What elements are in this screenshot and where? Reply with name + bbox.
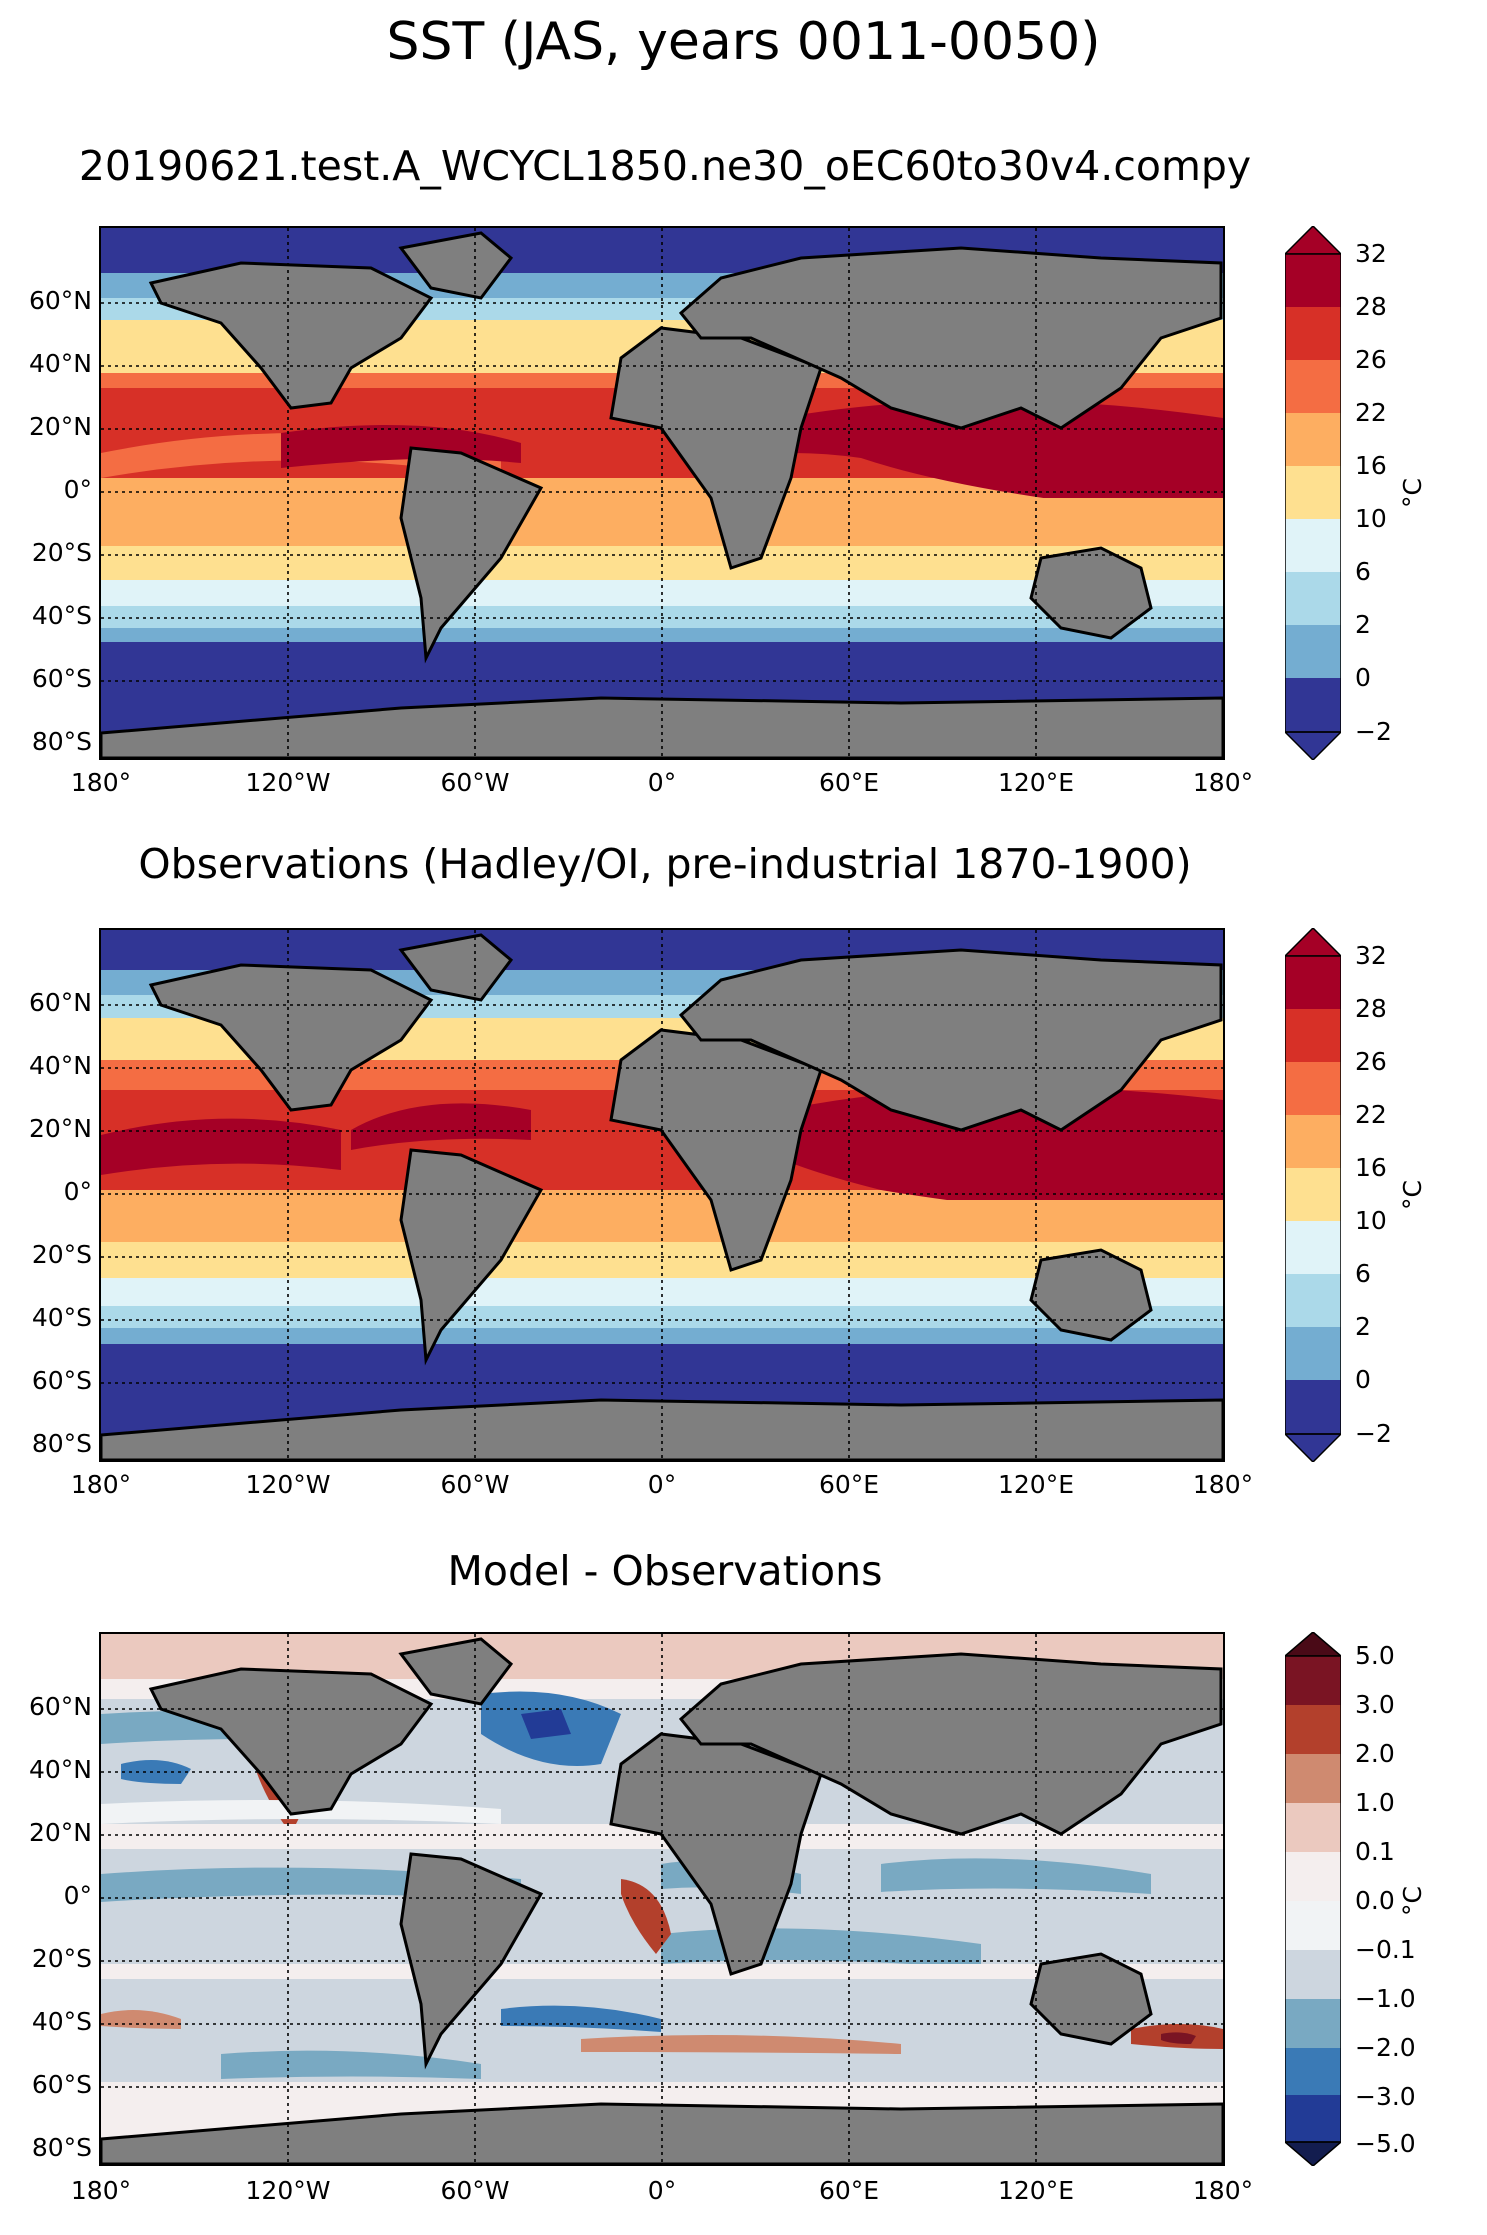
lon-tick-label: 0° — [647, 1470, 677, 1499]
lat-tick-label: 40°S — [31, 601, 92, 630]
lat-tick-label: 40°N — [28, 1755, 92, 1784]
colorbar-tick: 16 — [1355, 1153, 1387, 1182]
lat-tick-label: 20°S — [31, 1944, 92, 1973]
lat-tick-label: 60°N — [28, 1692, 92, 1721]
lon-tick-label: 0° — [647, 768, 677, 797]
lon-tick-label: 180° — [1192, 768, 1254, 797]
colorbar-unit: °C — [1397, 1886, 1427, 1916]
sst-contour-map — [101, 228, 1223, 758]
lat-tick-label: 20°N — [28, 412, 92, 441]
colorbar-tick: 0 — [1355, 663, 1371, 692]
lon-tick-label: 120°E — [997, 768, 1074, 797]
colorbar-tick: 5.0 — [1355, 1641, 1395, 1670]
colorbar-tick: 0.1 — [1355, 1837, 1395, 1866]
colorbar-tick: 6 — [1355, 1259, 1371, 1288]
lat-tick-label: 40°N — [28, 349, 92, 378]
lat-tick-label: 60°S — [31, 664, 92, 693]
lat-tick-label: 20°N — [28, 1114, 92, 1143]
map-model-sst — [99, 226, 1225, 760]
panel-title: Observations (Hadley/OI, pre-industrial … — [138, 840, 1192, 888]
lon-tick-label: 0° — [647, 2176, 677, 2205]
lon-tick-label: 60°E — [818, 1470, 880, 1499]
lon-tick-label: 60°W — [440, 2176, 510, 2205]
lon-tick-label: 120°W — [245, 1470, 331, 1499]
lon-tick-label: 120°W — [245, 768, 331, 797]
lat-tick-label: 40°S — [31, 2007, 92, 2036]
colorbar-tick: 28 — [1355, 994, 1387, 1023]
colorbar-unit: °C — [1397, 1180, 1427, 1210]
colorbar-tick: −2 — [1355, 1419, 1392, 1448]
lat-tick-label: 60°S — [31, 2070, 92, 2099]
sst-difference-map — [101, 1634, 1223, 2164]
lat-tick-label: 20°S — [31, 538, 92, 567]
colorbar-tick: 10 — [1355, 504, 1387, 533]
colorbar-tick: 10 — [1355, 1206, 1387, 1235]
colorbar-tick: 3.0 — [1355, 1690, 1395, 1719]
colorbar-tick: 6 — [1355, 557, 1371, 586]
lat-tick-label: 0° — [63, 1881, 92, 1910]
lat-tick-label: 80°S — [31, 1429, 92, 1458]
lat-tick-label: 80°S — [31, 2133, 92, 2162]
panel-title: 20190621.test.A_WCYCL1850.ne30_oEC60to30… — [78, 142, 1252, 190]
lat-tick-label: 20°N — [28, 1818, 92, 1847]
colorbar-tick: −2 — [1355, 717, 1392, 746]
lat-tick-label: 40°S — [31, 1303, 92, 1332]
lon-tick-label: 120°E — [997, 2176, 1074, 2205]
panel-title: Model - Observations — [447, 1547, 883, 1595]
lat-tick-label: 60°S — [31, 1366, 92, 1395]
lon-tick-label: 180° — [70, 2176, 132, 2205]
colorbar-tick: 26 — [1355, 345, 1387, 374]
map-observations-sst — [99, 928, 1225, 1462]
lat-tick-label: 60°N — [28, 988, 92, 1017]
lon-tick-label: 180° — [70, 768, 132, 797]
colorbar-tick: 1.0 — [1355, 1788, 1395, 1817]
colorbar — [1282, 1631, 1344, 2167]
lat-tick-label: 0° — [63, 1177, 92, 1206]
figure-title: SST (JAS, years 0011-0050) — [386, 12, 1101, 72]
colorbar-tick: −5.0 — [1355, 2129, 1416, 2158]
colorbar-tick: 32 — [1355, 239, 1387, 268]
colorbar-tick: 22 — [1355, 1100, 1387, 1129]
lon-tick-label: 60°W — [440, 1470, 510, 1499]
lat-tick-label: 60°N — [28, 286, 92, 315]
colorbar-tick: 22 — [1355, 398, 1387, 427]
lon-tick-label: 120°E — [997, 1470, 1074, 1499]
lon-tick-label: 60°W — [440, 768, 510, 797]
lon-tick-label: 180° — [1192, 1470, 1254, 1499]
colorbar-tick: 28 — [1355, 292, 1387, 321]
lat-tick-label: 80°S — [31, 727, 92, 756]
sst-contour-map — [101, 930, 1223, 1460]
lon-tick-label: 120°W — [245, 2176, 331, 2205]
lon-tick-label: 60°E — [818, 768, 880, 797]
colorbar-tick: −1.0 — [1355, 1984, 1416, 2013]
lon-tick-label: 60°E — [818, 2176, 880, 2205]
lon-tick-label: 180° — [1192, 2176, 1254, 2205]
colorbar-tick: 26 — [1355, 1047, 1387, 1076]
colorbar-tick: 0 — [1355, 1365, 1371, 1394]
colorbar-tick: 16 — [1355, 451, 1387, 480]
lon-tick-label: 180° — [70, 1470, 132, 1499]
map-difference-sst — [99, 1632, 1225, 2166]
colorbar-tick: −0.1 — [1355, 1935, 1416, 1964]
colorbar — [1283, 926, 1343, 1464]
colorbar — [1283, 224, 1343, 762]
colorbar-tick: 2.0 — [1355, 1739, 1395, 1768]
lat-tick-label: 20°S — [31, 1240, 92, 1269]
colorbar-tick: 0.0 — [1355, 1886, 1395, 1915]
colorbar-tick: −3.0 — [1355, 2082, 1416, 2111]
lat-tick-label: 0° — [63, 475, 92, 504]
lat-tick-label: 40°N — [28, 1051, 92, 1080]
colorbar-tick: −2.0 — [1355, 2033, 1416, 2062]
colorbar-tick: 32 — [1355, 941, 1387, 970]
colorbar-tick: 2 — [1355, 1312, 1371, 1341]
colorbar-unit: °C — [1397, 478, 1427, 508]
colorbar-tick: 2 — [1355, 610, 1371, 639]
